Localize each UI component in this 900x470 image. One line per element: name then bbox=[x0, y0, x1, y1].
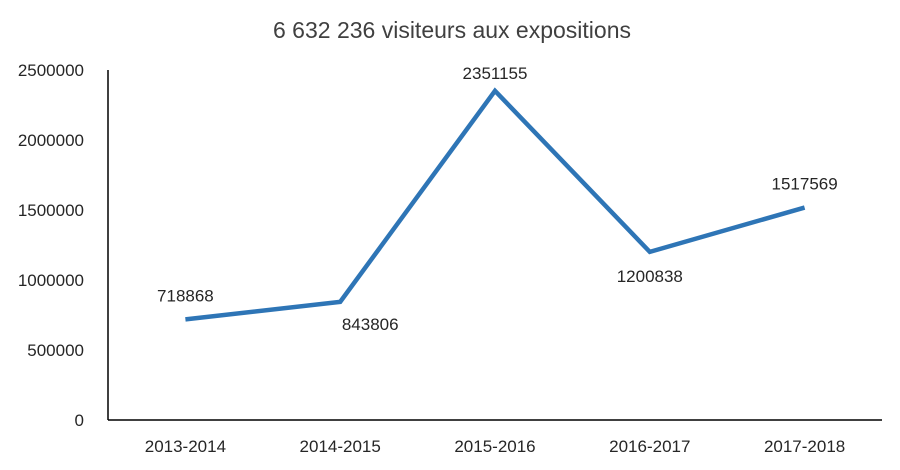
x-tick-label: 2015-2016 bbox=[454, 437, 535, 456]
data-label: 1200838 bbox=[617, 267, 683, 286]
data-label: 1517569 bbox=[772, 175, 838, 194]
data-label: 843806 bbox=[342, 315, 399, 334]
x-axis-ticks: 2013-2014 2014-2015 2015-2016 2016-2017 2017… bbox=[145, 437, 846, 456]
x-tick-label: 2013-2014 bbox=[145, 437, 226, 456]
x-tick-label: 2016-2017 bbox=[609, 437, 690, 456]
y-axis-ticks: 0 500000 1000000 1500000 2000000 2500000 bbox=[18, 61, 84, 430]
y-tick-label: 1000000 bbox=[18, 271, 84, 290]
y-tick-label: 2000000 bbox=[18, 131, 84, 150]
data-label: 2351155 bbox=[463, 64, 528, 83]
y-tick-label: 500000 bbox=[27, 341, 84, 360]
data-label: 718868 bbox=[157, 286, 214, 305]
series-line bbox=[185, 87, 806, 322]
x-tick-label: 2014-2015 bbox=[300, 437, 381, 456]
x-tick-label: 2017-2018 bbox=[764, 437, 845, 456]
data-labels: 718868 843806 2351155 1200838 1517569 bbox=[157, 64, 838, 334]
y-tick-label: 1500000 bbox=[18, 201, 84, 220]
chart-title: 6 632 236 visiteurs aux expositions bbox=[273, 17, 631, 43]
y-tick-label: 2500000 bbox=[18, 61, 84, 80]
y-tick-label: 0 bbox=[75, 411, 84, 430]
